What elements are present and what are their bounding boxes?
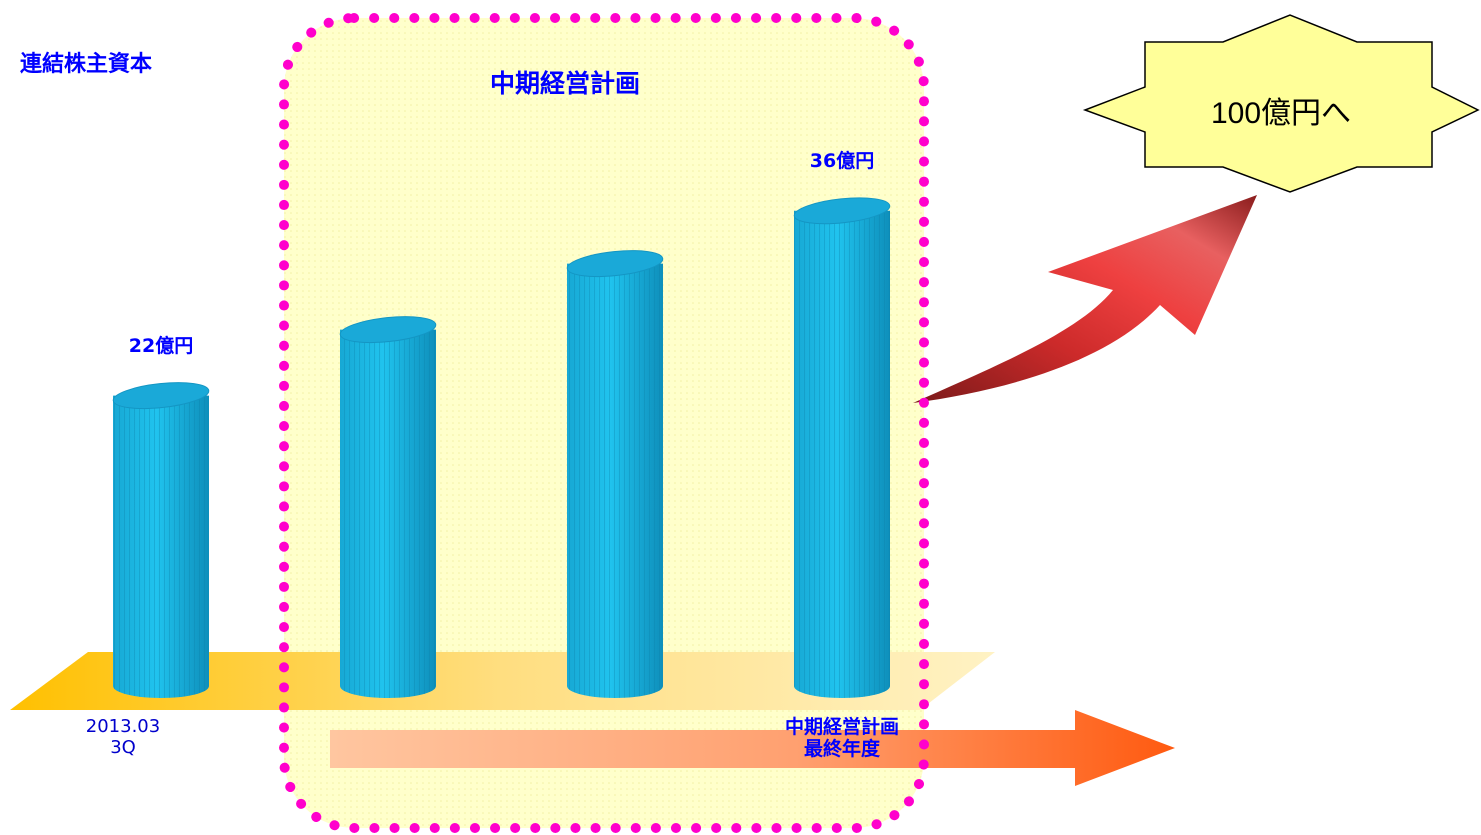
bar-4 xyxy=(793,197,891,699)
x-tick-line: 中期経営計画 xyxy=(784,716,899,738)
bar-3 xyxy=(566,250,664,698)
target-label: 100億円へ xyxy=(1210,97,1352,130)
x-tick-line: 最終年度 xyxy=(803,737,880,760)
bar-series xyxy=(112,197,891,699)
chart-title: 連結株主資本 xyxy=(20,52,153,77)
target-badge xyxy=(1082,14,1480,193)
timeline-arrow xyxy=(330,710,1175,786)
data-label-1: 22億円 xyxy=(128,334,194,357)
x-tick-line: 2013.03 xyxy=(85,716,161,737)
plan-region-border xyxy=(279,13,929,833)
chart-floor xyxy=(10,652,995,710)
x-tick-label-1: 2013.03 3Q xyxy=(23,716,223,758)
data-label-4: 36億円 xyxy=(809,149,875,172)
x-tick-line: 3Q xyxy=(110,736,136,758)
growth-arrow xyxy=(913,195,1257,403)
bar-1 xyxy=(112,382,210,698)
plan-region-label: 中期経営計画 xyxy=(490,69,641,98)
bar-2 xyxy=(339,316,437,698)
x-tick-label-4: 中期経営計画 最終年度 xyxy=(742,716,942,761)
